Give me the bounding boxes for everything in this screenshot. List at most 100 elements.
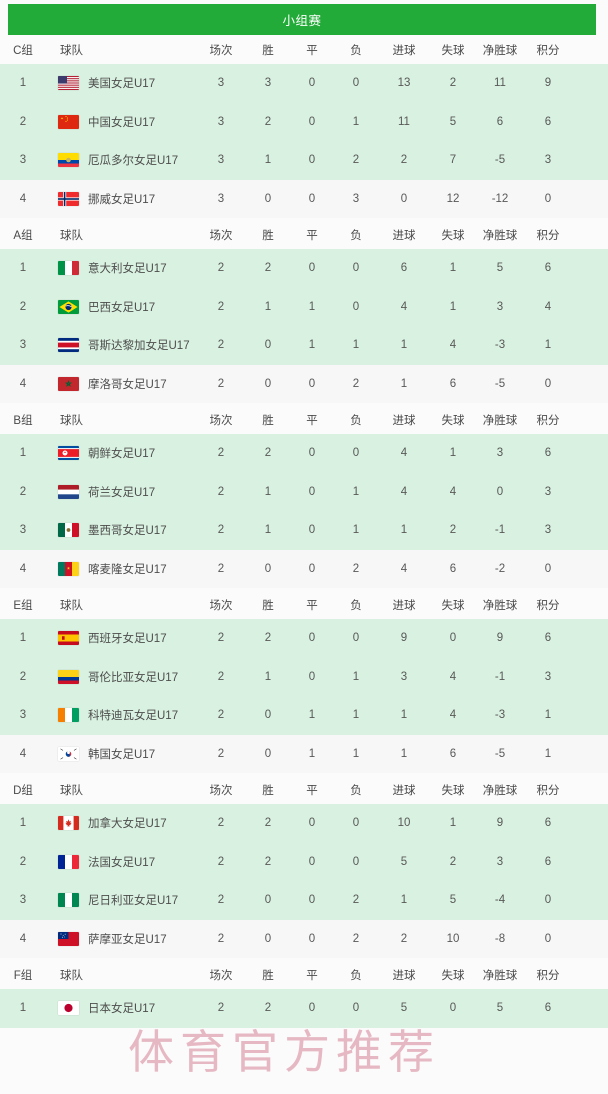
column-header-team: 球队: [60, 784, 83, 797]
table-row[interactable]: 3 科特迪瓦女足U17 2 0 1 1 1 4 -3 1: [0, 696, 608, 735]
table-row[interactable]: 2 中国女足U17 3 2 0 1 11 5 6 6: [0, 102, 608, 141]
table-row[interactable]: 2 巴西女足U17 2 1 1 0 4 1 3 4: [0, 287, 608, 326]
table-row[interactable]: 3 墨西哥女足U17 2 1 0 1 1 2 -1 3: [0, 511, 608, 550]
column-header-draw: 平: [306, 784, 318, 797]
team-cell[interactable]: 萨摩亚女足U17: [46, 931, 196, 947]
flag-southkorea-icon: [58, 746, 79, 761]
table-row[interactable]: 2 荷兰女足U17 2 1 0 1 4 4 0 3: [0, 472, 608, 511]
flag-ecuador-icon: [58, 153, 79, 168]
cell-win: 1: [264, 524, 272, 537]
team-cell[interactable]: 厄瓜多尔女足U17: [46, 152, 196, 168]
cell-win: 0: [264, 339, 272, 352]
group-name: A组: [13, 229, 33, 242]
cell-ga: 6: [449, 747, 457, 760]
column-header-points: 积分: [536, 969, 560, 982]
cell-pts: 0: [544, 932, 552, 945]
column-header-goals-against: 失球: [441, 969, 465, 982]
column-header-points: 积分: [536, 229, 560, 242]
team-cell[interactable]: 巴西女足U17: [46, 299, 196, 315]
team-cell[interactable]: 美国女足U17: [46, 75, 196, 91]
cell-loss: 3: [352, 192, 360, 205]
team-cell[interactable]: 哥斯达黎加女足U17: [46, 337, 196, 353]
table-row[interactable]: 1 意大利女足U17 2 2 0 0 6 1 5 6: [0, 249, 608, 288]
flag-mexico-icon: [58, 523, 79, 538]
team-cell[interactable]: 朝鲜女足U17: [46, 445, 196, 461]
team-cell[interactable]: 摩洛哥女足U17: [46, 376, 196, 392]
cell-gd: -4: [494, 894, 506, 907]
cell-ga: 5: [449, 115, 457, 128]
table-row[interactable]: 1 加拿大女足U17 2 2 0 0 10 1 9 6: [0, 804, 608, 843]
column-header-points: 积分: [536, 44, 560, 57]
team-cell[interactable]: 荷兰女足U17: [46, 484, 196, 500]
column-header-draw: 平: [306, 599, 318, 612]
row-rank: 3: [19, 524, 27, 537]
team-cell[interactable]: 西班牙女足U17: [46, 630, 196, 646]
flag-nigeria-icon: [58, 893, 79, 908]
cell-gf: 13: [397, 77, 411, 90]
flag-netherlands-icon: [58, 484, 79, 499]
cell-played: 2: [217, 377, 225, 390]
cell-draw: 1: [308, 339, 316, 352]
team-cell[interactable]: 法国女足U17: [46, 854, 196, 870]
table-row[interactable]: 3 尼日利亚女足U17 2 0 0 2 1 5 -4 0: [0, 881, 608, 920]
cell-gf: 5: [400, 855, 408, 868]
cell-gd: -12: [491, 192, 509, 205]
column-header-points: 积分: [536, 784, 560, 797]
team-cell[interactable]: 尼日利亚女足U17: [46, 892, 196, 908]
cell-gf: 4: [400, 300, 408, 313]
table-row[interactable]: 4 喀麦隆女足U17 2 0 0 2 4 6 -2 0: [0, 549, 608, 588]
table-row[interactable]: 4 挪威女足U17 3 0 0 3 0 12 -12 0: [0, 179, 608, 218]
table-row[interactable]: 1 日本女足U17 2 2 0 0 5 0 5 6: [0, 989, 608, 1028]
column-header-goal-diff: 净胜球: [482, 44, 518, 57]
team-cell[interactable]: 韩国女足U17: [46, 746, 196, 762]
cell-gd: 5: [496, 1002, 504, 1015]
cell-ga: 1: [449, 817, 457, 830]
cell-win: 1: [264, 670, 272, 683]
cell-played: 2: [217, 932, 225, 945]
team-name: 哥斯达黎加女足U17: [88, 340, 190, 353]
cell-loss: 0: [352, 300, 360, 313]
table-row[interactable]: 4 萨摩亚女足U17 2 0 0 2 2 10 -8 0: [0, 919, 608, 958]
cell-ga: 1: [449, 262, 457, 275]
cell-loss: 2: [352, 932, 360, 945]
team-cell[interactable]: 墨西哥女足U17: [46, 522, 196, 538]
table-row[interactable]: 1 美国女足U17 3 3 0 0 13 2 11 9: [0, 64, 608, 103]
cell-gf: 5: [400, 1002, 408, 1015]
table-row[interactable]: 4 韩国女足U17 2 0 1 1 1 6 -5 1: [0, 734, 608, 773]
cell-pts: 0: [544, 377, 552, 390]
cell-win: 2: [264, 817, 272, 830]
row-rank: 2: [19, 670, 27, 683]
row-rank: 4: [19, 747, 27, 760]
team-cell[interactable]: 意大利女足U17: [46, 260, 196, 276]
team-name: 法国女足U17: [88, 856, 156, 869]
cell-pts: 6: [544, 855, 552, 868]
cell-gf: 4: [400, 485, 408, 498]
flag-canada-icon: [58, 816, 79, 831]
team-cell[interactable]: 中国女足U17: [46, 114, 196, 130]
cell-played: 2: [217, 894, 225, 907]
table-row[interactable]: 3 哥斯达黎加女足U17 2 0 1 1 1 4 -3 1: [0, 326, 608, 365]
cell-loss: 1: [352, 747, 360, 760]
team-name: 荷兰女足U17: [88, 486, 156, 499]
column-header-goals-against: 失球: [441, 44, 465, 57]
table-row[interactable]: 3 厄瓜多尔女足U17 3 1 0 2 2 7 -5 3: [0, 141, 608, 180]
cell-draw: 0: [308, 932, 316, 945]
column-header-points: 积分: [536, 414, 560, 427]
table-row[interactable]: 2 法国女足U17 2 2 0 0 5 2 3 6: [0, 842, 608, 881]
table-row[interactable]: 4 摩洛哥女足U17 2 0 0 2 1 6 -5 0: [0, 364, 608, 403]
cell-loss: 0: [352, 447, 360, 460]
table-row[interactable]: 1 西班牙女足U17 2 2 0 0 9 0 9 6: [0, 619, 608, 658]
cell-gd: -2: [494, 562, 506, 575]
table-row[interactable]: 1 朝鲜女足U17 2 2 0 0 4 1 3 6: [0, 434, 608, 473]
team-cell[interactable]: 哥伦比亚女足U17: [46, 669, 196, 685]
team-cell[interactable]: 日本女足U17: [46, 1000, 196, 1016]
team-cell[interactable]: 加拿大女足U17: [46, 815, 196, 831]
column-header-team: 球队: [60, 969, 83, 982]
cell-loss: 1: [352, 670, 360, 683]
cell-gd: -3: [494, 709, 506, 722]
team-cell[interactable]: 喀麦隆女足U17: [46, 561, 196, 577]
table-row[interactable]: 2 哥伦比亚女足U17 2 1 0 1 3 4 -1 3: [0, 657, 608, 696]
team-cell[interactable]: 科特迪瓦女足U17: [46, 707, 196, 723]
row-rank: 3: [19, 339, 27, 352]
team-cell[interactable]: 挪威女足U17: [46, 191, 196, 207]
